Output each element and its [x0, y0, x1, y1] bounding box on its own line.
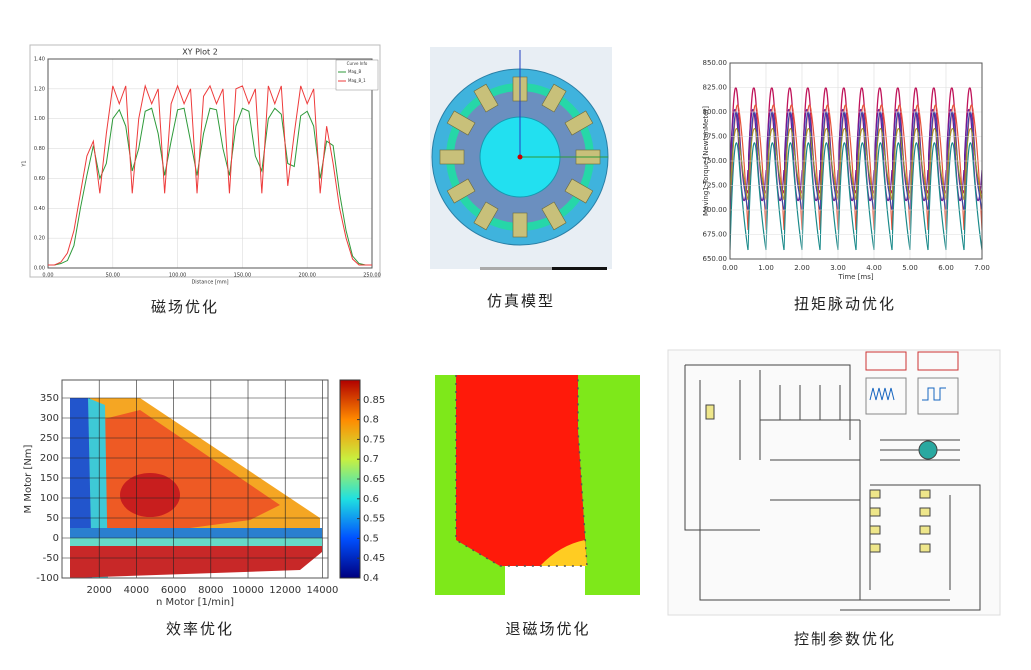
colorbar-label: 0.65 [363, 474, 385, 485]
y-axis-label: Y1 [22, 160, 28, 167]
x-axis-label: n Motor [1/min] [156, 597, 234, 608]
chart-title: XY Plot 2 [182, 48, 218, 57]
legend-box [335, 59, 379, 91]
x-tick-label: 250.00 [363, 273, 381, 279]
y-tick-label: 800.00 [703, 108, 728, 116]
x-axis-label: Distance [mm] [191, 280, 228, 286]
legend-label: Mag_B [348, 69, 361, 74]
y-axis-label: M Motor [Nm] [23, 444, 34, 513]
x-tick-label: 1.00 [758, 264, 774, 272]
colorbar-label: 0.45 [363, 553, 385, 564]
y-tick-label: 100 [40, 493, 59, 504]
y-tick-label: 1.20 [34, 86, 45, 92]
x-tick-label: 3.00 [830, 264, 846, 272]
x-tick-label: 2.00 [794, 264, 810, 272]
x-tick-label: 100.00 [169, 273, 187, 279]
x-tick-label: 10000 [232, 585, 264, 596]
x-tick-label: 50.00 [106, 273, 120, 279]
x-tick-label: 4.00 [866, 264, 882, 272]
y-tick-label: 675.00 [703, 231, 728, 239]
y-tick-label: 200 [40, 453, 59, 464]
y-tick-label: 0.80 [34, 146, 45, 152]
colorbar-label: 0.4 [363, 573, 379, 584]
plot-frame [29, 44, 381, 278]
y-tick-label: -50 [43, 553, 59, 564]
x-tick-label: 8000 [198, 585, 223, 596]
y-tick-label: 350 [40, 393, 59, 404]
x-tick-label: 6.00 [938, 264, 954, 272]
x-tick-label: 5.00 [902, 264, 918, 272]
colorbar-label: 0.75 [363, 434, 385, 445]
caption: 仿真模型 [486, 292, 556, 310]
x-tick-label: 4000 [124, 585, 149, 596]
x-tick-label: 12000 [269, 585, 301, 596]
colorbar-label: 0.5 [363, 533, 379, 544]
y-tick-label: 725.00 [703, 182, 728, 190]
series-line [48, 84, 372, 266]
y-tick-label: 0.20 [34, 236, 45, 242]
colorbar-label: 0.85 [363, 395, 385, 406]
y-tick-label: 150 [40, 473, 59, 484]
y-tick-label: 300 [40, 413, 59, 424]
y-tick-label: 0.40 [34, 206, 45, 212]
y-tick-label: 0.60 [34, 176, 45, 182]
x-tick-label: 6000 [161, 585, 186, 596]
y-tick-label: 0.00 [34, 266, 45, 272]
x-tick-label: 200.00 [298, 273, 316, 279]
caption: 磁场优化 [150, 298, 220, 316]
y-tick-label: 775.00 [703, 133, 728, 141]
y-tick-label: 1.00 [34, 116, 45, 122]
caption: 效率优化 [165, 620, 235, 638]
legend-title: Curve Info [347, 61, 368, 66]
motor-model [430, 47, 612, 270]
y-tick-label: 700.00 [703, 206, 728, 214]
y-tick-label: -100 [36, 573, 59, 584]
y-tick-label: 750.00 [703, 157, 728, 165]
x-tick-label: 2000 [86, 585, 111, 596]
caption: 退磁场优化 [505, 620, 591, 638]
plot-border [729, 62, 983, 260]
control-circuit [667, 349, 1001, 616]
colorbar-label: 0.7 [363, 454, 379, 465]
y-tick-label: 1.40 [34, 57, 45, 63]
legend-label: Mag_B_1 [348, 78, 366, 83]
demag-field [435, 375, 640, 595]
plot-border [47, 58, 373, 269]
caption: 控制参数优化 [793, 630, 897, 648]
y-tick-label: 50 [46, 513, 59, 524]
x-tick-label: 0.00 [42, 273, 53, 279]
colorbar-label: 0.6 [363, 494, 379, 505]
y-tick-label: 250 [40, 433, 59, 444]
caption: 扭矩脉动优化 [793, 295, 897, 313]
efficiency-map [62, 380, 328, 578]
x-tick-label: 150.00 [234, 273, 252, 279]
x-axis-label: Time [ms] [837, 273, 874, 281]
y-tick-label: 0 [53, 533, 59, 544]
y-tick-label: 850.00 [703, 59, 728, 67]
x-tick-label: 7.00 [974, 264, 990, 272]
colorbar-label: 0.8 [363, 415, 379, 426]
y-tick-label: 825.00 [703, 84, 728, 92]
plot-border [61, 379, 329, 579]
y-tick-label: 650.00 [703, 255, 728, 263]
colorbar-label: 0.55 [363, 514, 385, 525]
x-tick-label: 14000 [307, 585, 339, 596]
y-axis-label: Moving1.Torque [NewtonMeter] [702, 106, 710, 216]
x-tick-label: 0.00 [722, 264, 738, 272]
